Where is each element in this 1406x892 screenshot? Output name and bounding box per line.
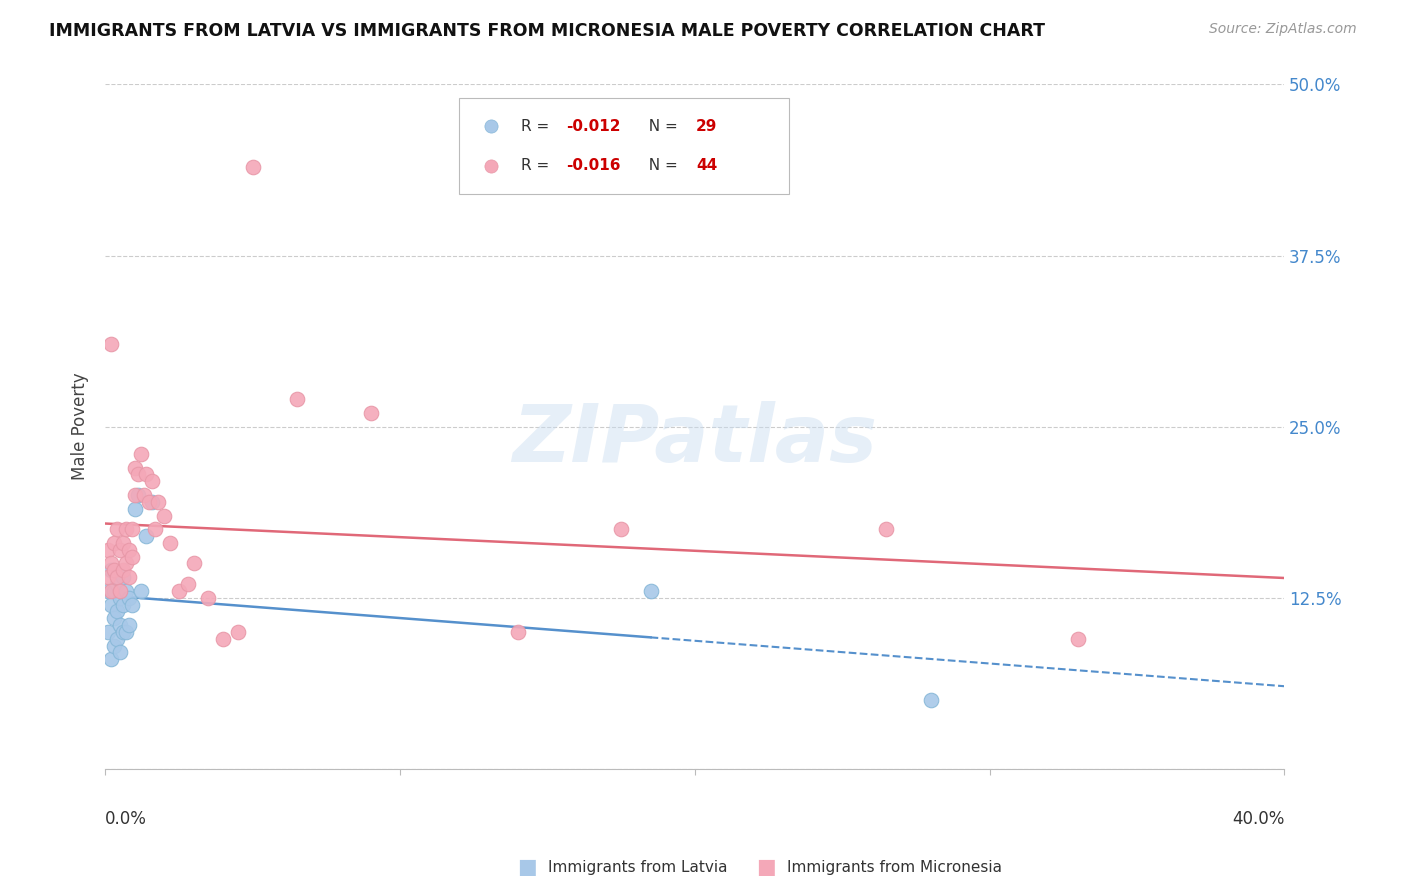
Point — [100, 337, 122, 351]
Text: N =: N = — [640, 158, 683, 173]
FancyBboxPatch shape — [458, 98, 789, 194]
Point — [121, 522, 143, 536]
Point — [118, 570, 141, 584]
Point — [115, 522, 138, 536]
Point — [640, 583, 662, 598]
Text: -0.016: -0.016 — [567, 158, 620, 173]
Point — [105, 632, 128, 646]
Point — [167, 583, 190, 598]
Point — [143, 522, 166, 536]
Point — [118, 618, 141, 632]
Point — [212, 632, 235, 646]
Text: ZIPatlas: ZIPatlas — [512, 401, 877, 479]
Point — [97, 624, 120, 639]
Point — [121, 549, 143, 564]
Point — [285, 392, 308, 407]
Text: N =: N = — [640, 119, 683, 134]
Point — [129, 447, 152, 461]
Point — [111, 624, 134, 639]
Point — [111, 563, 134, 577]
Point — [127, 488, 149, 502]
Point — [153, 508, 176, 523]
Text: Immigrants from Latvia: Immigrants from Latvia — [548, 860, 728, 874]
Point — [226, 624, 249, 639]
Point — [100, 652, 122, 666]
Point — [197, 591, 219, 605]
Text: IMMIGRANTS FROM LATVIA VS IMMIGRANTS FROM MICRONESIA MALE POVERTY CORRELATION CH: IMMIGRANTS FROM LATVIA VS IMMIGRANTS FRO… — [49, 22, 1045, 40]
Text: R =: R = — [522, 158, 554, 173]
Point — [610, 522, 633, 536]
Point — [105, 577, 128, 591]
Text: Immigrants from Micronesia: Immigrants from Micronesia — [787, 860, 1002, 874]
Text: 44: 44 — [696, 158, 717, 173]
Point — [242, 160, 264, 174]
Text: -0.012: -0.012 — [567, 119, 620, 134]
Point — [108, 645, 131, 659]
Text: ■: ■ — [517, 857, 537, 877]
Text: 40.0%: 40.0% — [1232, 810, 1284, 828]
Point — [135, 467, 157, 482]
Point — [108, 542, 131, 557]
Point — [108, 618, 131, 632]
Text: ■: ■ — [756, 857, 776, 877]
Text: R =: R = — [522, 119, 554, 134]
Point — [108, 591, 131, 605]
Point — [127, 467, 149, 482]
Point — [100, 598, 122, 612]
Point — [920, 693, 942, 707]
Point — [138, 495, 160, 509]
Point — [124, 501, 146, 516]
Point — [111, 598, 134, 612]
Point — [183, 557, 205, 571]
Point — [132, 488, 155, 502]
Point — [118, 591, 141, 605]
Point — [115, 624, 138, 639]
Point — [875, 522, 897, 536]
Point — [105, 522, 128, 536]
Text: 0.0%: 0.0% — [105, 810, 148, 828]
Point — [97, 570, 120, 584]
Point — [360, 406, 382, 420]
Point — [103, 611, 125, 625]
Point — [97, 542, 120, 557]
Point — [159, 536, 181, 550]
Point — [108, 583, 131, 598]
Point — [115, 557, 138, 571]
Point — [103, 563, 125, 577]
Point — [118, 542, 141, 557]
Point — [100, 563, 122, 577]
Text: Source: ZipAtlas.com: Source: ZipAtlas.com — [1209, 22, 1357, 37]
Point — [111, 570, 134, 584]
Point — [148, 495, 170, 509]
Point — [141, 495, 163, 509]
Point — [103, 536, 125, 550]
Point — [103, 583, 125, 598]
Point — [121, 598, 143, 612]
Point — [115, 583, 138, 598]
Point — [135, 529, 157, 543]
Point — [124, 488, 146, 502]
Point — [506, 624, 529, 639]
Point — [100, 557, 122, 571]
Point — [129, 583, 152, 598]
Point — [111, 536, 134, 550]
Point — [124, 460, 146, 475]
Point — [177, 577, 200, 591]
Point — [105, 570, 128, 584]
Y-axis label: Male Poverty: Male Poverty — [72, 373, 89, 481]
Point — [100, 583, 122, 598]
Point — [1067, 632, 1090, 646]
Point — [97, 583, 120, 598]
Point — [105, 604, 128, 618]
Point — [141, 475, 163, 489]
Point — [103, 639, 125, 653]
Text: 29: 29 — [696, 119, 717, 134]
